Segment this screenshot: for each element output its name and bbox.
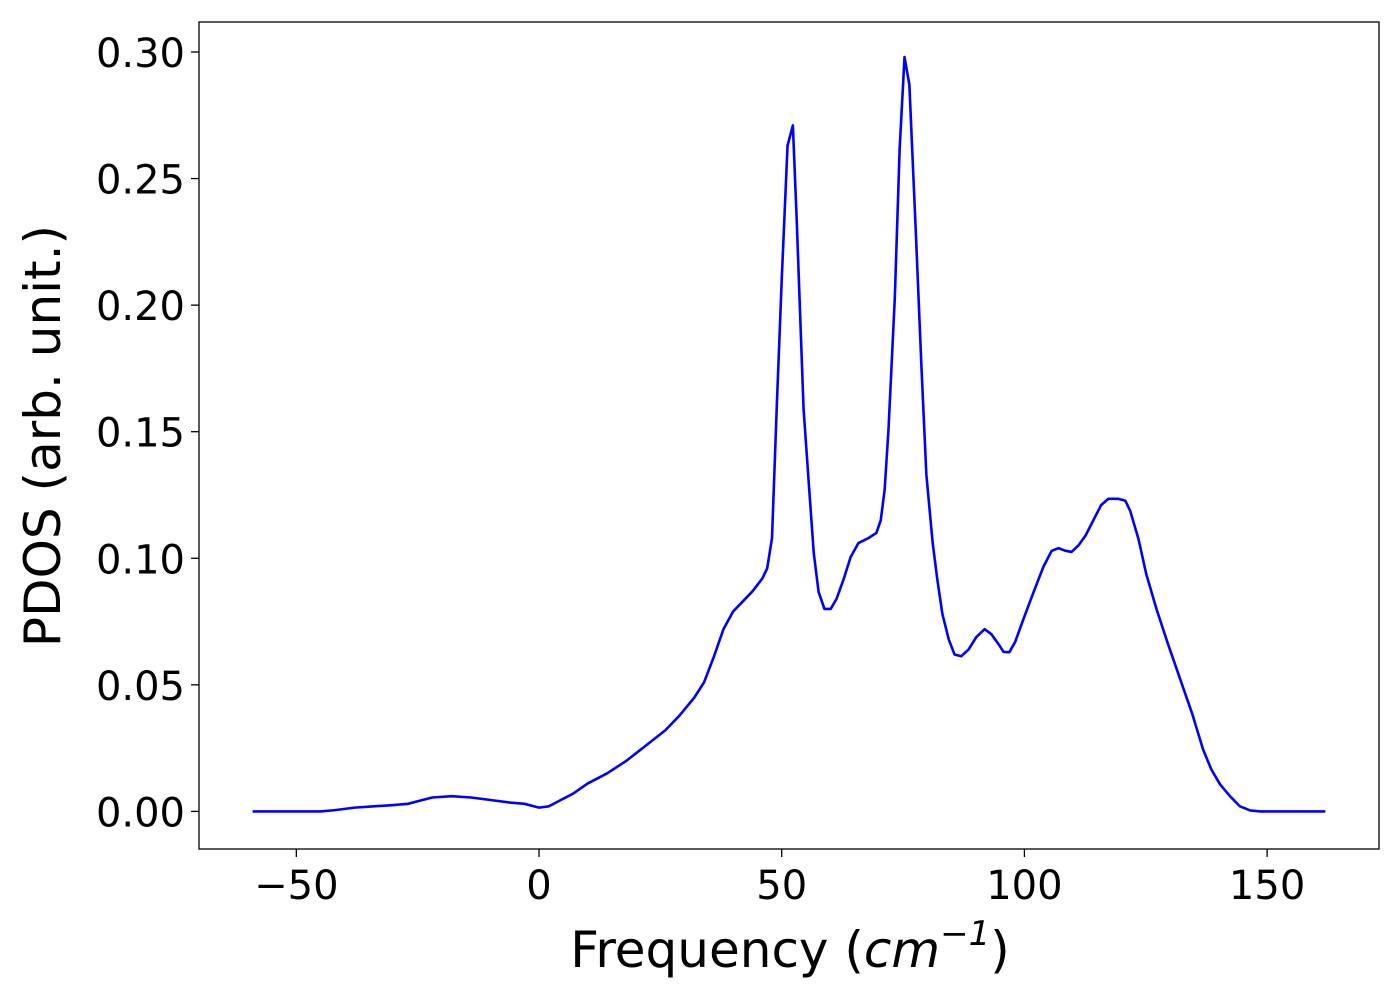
x-tick-label: 100 <box>986 863 1062 909</box>
y-tick-label: 0.05 <box>96 664 185 710</box>
x-tick-label: 150 <box>1229 863 1305 909</box>
y-axis-label: PDOS (arb. unit.) <box>14 225 72 647</box>
x-tick-label: 50 <box>756 863 807 909</box>
y-tick-label: 0.20 <box>96 284 185 330</box>
x-axis-label: Frequency (cm−1) <box>570 914 1010 979</box>
y-tick-label: 0.30 <box>96 31 185 77</box>
x-tick-label: 0 <box>526 863 551 909</box>
x-label-exponent: −1 <box>940 914 990 954</box>
y-tick-label: 0.10 <box>96 537 185 583</box>
y-tick-label: 0.25 <box>96 158 185 204</box>
y-tick-label: 0.00 <box>96 790 185 836</box>
x-label-text: Frequency ( <box>570 921 864 979</box>
y-tick-label: 0.15 <box>96 411 185 457</box>
x-tick-label: −50 <box>254 863 338 909</box>
data-line <box>252 55 1326 813</box>
x-label-close: ) <box>990 921 1010 979</box>
plot-frame <box>198 21 1380 850</box>
x-label-unit: cm <box>864 921 940 979</box>
